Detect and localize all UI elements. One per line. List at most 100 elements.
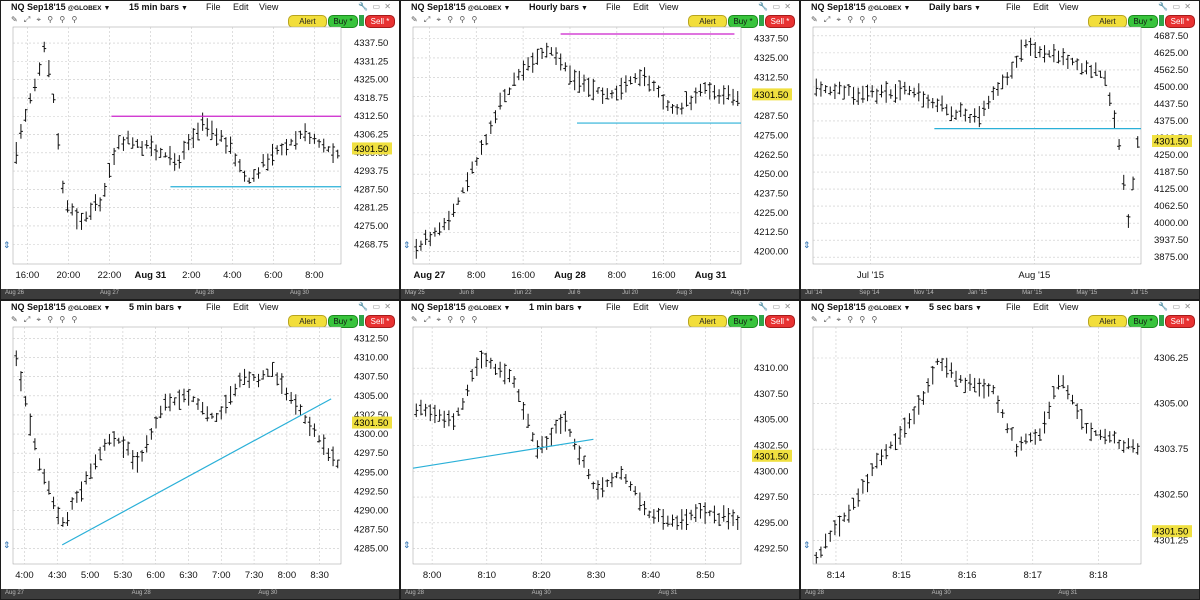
window-controls-icons[interactable]: 🔧 ▭ ✕ (1158, 302, 1192, 311)
scroll-arrows-icon[interactable]: ⇕ (403, 240, 411, 250)
drawn-trend-line[interactable] (412, 438, 594, 469)
plot-area[interactable] (812, 326, 1142, 565)
menu-file[interactable]: File (1006, 2, 1021, 12)
chart-tools-icons[interactable]: ✎ ⤢ ⌖ ⚲ ⚲ ⚲ (811, 15, 880, 24)
menu-edit[interactable]: Edit (1033, 302, 1049, 312)
menu-edit[interactable]: Edit (1033, 2, 1049, 12)
ohlc-bar (954, 370, 959, 387)
buy-button[interactable]: Buy * (1128, 315, 1158, 328)
chart-panel-p5[interactable]: NQ Sep18'15 @GLOBEX ▼ ✎ ⤢ ⌖ ⚲ ⚲ ⚲ 1 min bars… (401, 301, 799, 599)
sell-button[interactable]: Sell * (765, 15, 795, 28)
chart-tools-icons[interactable]: ✎ ⤢ ⌖ ⚲ ⚲ ⚲ (811, 315, 880, 324)
chart-panel-p1[interactable]: NQ Sep18'15 @GLOBEX ▼ ✎ ⤢ ⌖ ⚲ ⚲ ⚲ 15 min bar… (1, 1, 399, 299)
symbol-selector[interactable]: NQ Sep18'15 @GLOBEX ▼ (11, 2, 110, 12)
menu-file[interactable]: File (606, 302, 621, 312)
link-icon[interactable] (1159, 315, 1164, 326)
chart-panel-p6[interactable]: NQ Sep18'15 @GLOBEX ▼ ✎ ⤢ ⌖ ⚲ ⚲ ⚲ 5 sec bars… (801, 301, 1199, 599)
window-controls-icons[interactable]: 🔧 ▭ ✕ (758, 2, 792, 11)
scroll-arrows-icon[interactable]: ⇕ (403, 540, 411, 550)
plot-area[interactable] (412, 26, 742, 265)
link-icon[interactable] (759, 315, 764, 326)
time-navigator[interactable]: Aug 26 Aug 27 Aug 28 Aug 30 (1, 289, 399, 299)
symbol-selector[interactable]: NQ Sep18'15 @GLOBEX ▼ (11, 302, 110, 312)
link-icon[interactable] (359, 15, 364, 26)
buy-button[interactable]: Buy * (328, 315, 358, 328)
menu-view[interactable]: View (1059, 302, 1079, 312)
time-navigator[interactable]: Aug 28 Aug 30 Aug 31 (401, 589, 799, 599)
symbol-selector[interactable]: NQ Sep18'15 @GLOBEX ▼ (811, 2, 910, 12)
price-chart[interactable]: 4312.50 4310.00 4307.50 4305.00 4302.50 4300.… (1, 301, 399, 599)
sell-button[interactable]: Sell * (1165, 315, 1195, 328)
drawn-trend-line[interactable] (61, 398, 332, 546)
buy-button[interactable]: Buy * (328, 15, 358, 28)
link-icon[interactable] (1159, 15, 1164, 26)
time-navigator[interactable]: May 25 Jun 8 Jun 22 Jul 6 Jul 20 Aug 3 Aug 17 (401, 289, 799, 299)
menu-view[interactable]: View (259, 2, 279, 12)
plot-area[interactable] (812, 26, 1142, 265)
ohlc-bar (614, 471, 619, 479)
price-chart[interactable]: 4310.00 4307.50 4305.00 4302.50 4300.00 4297.… (401, 301, 799, 599)
time-navigator[interactable]: Aug 28 Aug 30 Aug 31 (801, 589, 1199, 599)
time-navigator[interactable]: Jul '14 Sep '14 Nov '14 Jan '15 Mar '15 May '… (801, 289, 1199, 299)
chart-tools-icons[interactable]: ✎ ⤢ ⌖ ⚲ ⚲ ⚲ (411, 315, 480, 324)
scroll-arrows-icon[interactable]: ⇕ (803, 240, 811, 250)
menu-edit[interactable]: Edit (233, 2, 249, 12)
menu-file[interactable]: File (1006, 302, 1021, 312)
link-icon[interactable] (759, 15, 764, 26)
symbol-selector[interactable]: NQ Sep18'15 @GLOBEX ▼ (811, 302, 910, 312)
menu-edit[interactable]: Edit (633, 2, 649, 12)
chart-tools-icons[interactable]: ✎ ⤢ ⌖ ⚲ ⚲ ⚲ (411, 15, 480, 24)
menu-edit[interactable]: Edit (633, 302, 649, 312)
menu-edit[interactable]: Edit (233, 302, 249, 312)
time-tick-label: 7:00 (212, 570, 231, 581)
buy-button[interactable]: Buy * (1128, 15, 1158, 28)
window-controls-icons[interactable]: 🔧 ▭ ✕ (758, 302, 792, 311)
timeframe-selector[interactable]: Daily bars ▼ (929, 2, 981, 12)
price-chart[interactable]: 4687.50 4625.00 4562.50 4500.00 4437.50 4375.… (801, 1, 1199, 299)
timeframe-selector[interactable]: 5 sec bars ▼ (929, 302, 982, 312)
ohlc-bar (842, 85, 847, 100)
buy-button[interactable]: Buy * (728, 315, 758, 328)
price-chart[interactable]: 4306.25 4305.00 4303.75 4302.50 4301.25 8:14 8… (801, 301, 1199, 599)
link-icon[interactable] (359, 315, 364, 326)
sell-button[interactable]: Sell * (365, 15, 395, 28)
scroll-arrows-icon[interactable]: ⇕ (3, 540, 11, 550)
panel-title-bar: NQ Sep18'15 @GLOBEX ▼ ✎ ⤢ ⌖ ⚲ ⚲ ⚲ 15 min bar… (1, 1, 399, 24)
buy-button[interactable]: Buy * (728, 15, 758, 28)
time-navigator[interactable]: Aug 27 Aug 28 Aug 30 (1, 589, 399, 599)
timeframe-selector[interactable]: Hourly bars ▼ (529, 2, 588, 12)
ohlc-bar (605, 479, 610, 487)
window-controls-icons[interactable]: 🔧 ▭ ✕ (358, 302, 392, 311)
timeframe-selector[interactable]: 15 min bars ▼ (129, 2, 188, 12)
timeframe-selector[interactable]: 5 min bars ▼ (129, 302, 183, 312)
chart-tools-icons[interactable]: ✎ ⤢ ⌖ ⚲ ⚲ ⚲ (11, 315, 80, 324)
ohlc-bar (1065, 54, 1070, 69)
symbol-selector[interactable]: NQ Sep18'15 @GLOBEX ▼ (411, 2, 510, 12)
chart-tools-icons[interactable]: ✎ ⤢ ⌖ ⚲ ⚲ ⚲ (11, 15, 80, 24)
menu-file[interactable]: File (206, 2, 221, 12)
window-controls-icons[interactable]: 🔧 ▭ ✕ (1158, 2, 1192, 11)
menu-view[interactable]: View (659, 2, 679, 12)
sell-button[interactable]: Sell * (765, 315, 795, 328)
sell-button[interactable]: Sell * (365, 315, 395, 328)
scroll-arrows-icon[interactable]: ⇕ (803, 540, 811, 550)
menu-file[interactable]: File (606, 2, 621, 12)
panel-title-bar: NQ Sep18'15 @GLOBEX ▼ ✎ ⤢ ⌖ ⚲ ⚲ ⚲ 1 min bars… (401, 301, 799, 324)
menu-view[interactable]: View (1059, 2, 1079, 12)
plot-area[interactable] (12, 326, 342, 565)
menu-view[interactable]: View (259, 302, 279, 312)
chart-panel-p2[interactable]: NQ Sep18'15 @GLOBEX ▼ ✎ ⤢ ⌖ ⚲ ⚲ ⚲ Hourly bar… (401, 1, 799, 299)
sell-button[interactable]: Sell * (1165, 15, 1195, 28)
symbol-selector[interactable]: NQ Sep18'15 @GLOBEX ▼ (411, 302, 510, 312)
window-controls-icons[interactable]: 🔧 ▭ ✕ (358, 2, 392, 11)
menu-file[interactable]: File (206, 302, 221, 312)
chart-panel-p3[interactable]: NQ Sep18'15 @GLOBEX ▼ ✎ ⤢ ⌖ ⚲ ⚲ ⚲ Daily bars… (801, 1, 1199, 299)
menu-view[interactable]: View (659, 302, 679, 312)
price-chart[interactable]: 4337.504325.004312.504300.004287.504275.… (401, 1, 799, 299)
ohlc-bar (98, 446, 103, 461)
plot-area[interactable] (12, 26, 342, 265)
timeframe-selector[interactable]: 1 min bars ▼ (529, 302, 583, 312)
scroll-arrows-icon[interactable]: ⇕ (3, 240, 11, 250)
price-chart[interactable]: 4337.50 4331.25 4325.00 4318.75 4312.50 4306.… (1, 1, 399, 299)
chart-panel-p4[interactable]: NQ Sep18'15 @GLOBEX ▼ ✎ ⤢ ⌖ ⚲ ⚲ ⚲ 5 min bars… (1, 301, 399, 599)
